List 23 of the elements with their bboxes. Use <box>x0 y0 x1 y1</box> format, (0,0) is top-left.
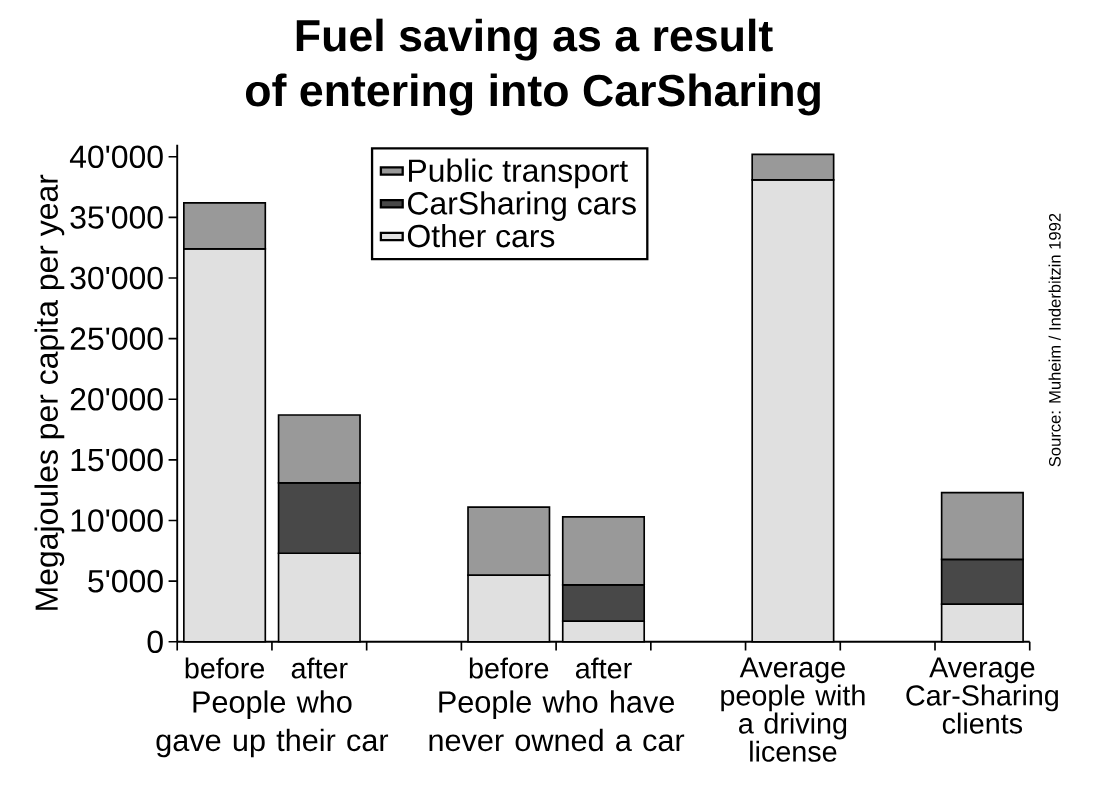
legend-label: CarSharing cars <box>408 191 636 222</box>
x-tick-label: Average Car-Sharing clients <box>906 657 1058 734</box>
text: People who have never owned a car <box>429 690 685 752</box>
x-tick-label: before <box>185 657 265 679</box>
y-tick-label: 40'000 <box>69 145 163 169</box>
y-tick-label: 0 <box>147 630 163 654</box>
x-tick-label: after <box>575 657 632 679</box>
source-note: Source: Muheim / Inderbitzin 1992 <box>1048 213 1061 467</box>
x-tick-label: after <box>291 657 348 679</box>
y-tick-label: 25'000 <box>70 327 163 351</box>
y-tick-label: 35'000 <box>70 206 163 229</box>
legend-label: Public transport <box>409 158 628 189</box>
y-tick-label: 15'000 <box>71 448 163 472</box>
x-tick-label: Average people with a driving license <box>721 657 865 763</box>
y-tick-label: 10'000 <box>71 509 163 533</box>
y-axis-title: Megajoules per capita per year <box>34 174 65 611</box>
chart-title: Fuel saving as a result of entering into CarSharing <box>245 18 820 116</box>
y-tick-label: 20'000 <box>70 388 163 411</box>
x-tick-label: before <box>469 657 549 679</box>
text: People who gave up their car <box>156 690 389 758</box>
legend-label: Other cars <box>407 224 555 248</box>
y-tick-label: 5'000 <box>88 570 163 593</box>
y-tick-label: 30'000 <box>70 266 163 290</box>
